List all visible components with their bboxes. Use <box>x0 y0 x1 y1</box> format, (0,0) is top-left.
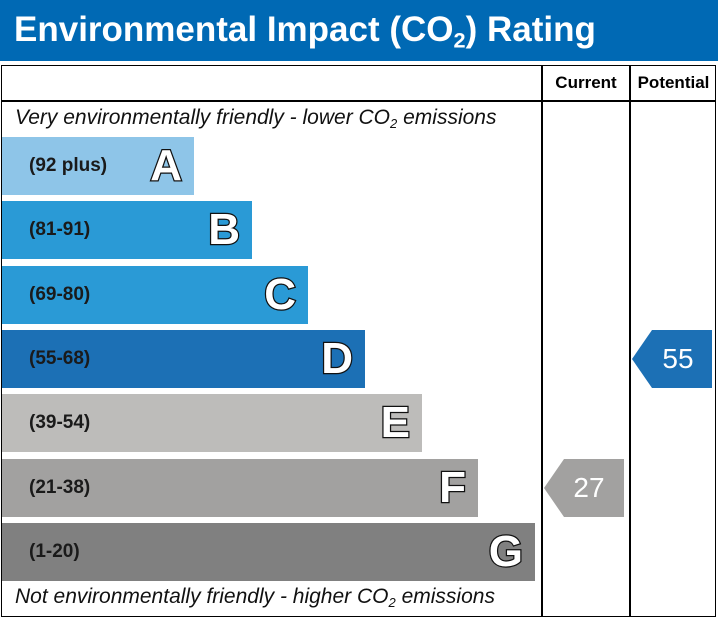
note-top: Very environmentally friendly - lower CO… <box>15 106 496 130</box>
band-g-letter: G <box>488 526 525 578</box>
note-top-subscript: 2 <box>390 115 398 131</box>
rating-table <box>1 65 716 617</box>
current-rating-arrow-shape <box>544 459 624 517</box>
potential-rating-arrow: 55 <box>632 330 712 388</box>
band-b-letter: B <box>207 204 241 256</box>
potential-rating-value: 55 <box>662 343 694 374</box>
band-f: (21-38) F <box>2 459 478 517</box>
band-e-letter: E <box>379 397 411 449</box>
note-bottom-suffix: emissions <box>395 585 495 608</box>
column-divider-potential <box>629 65 631 617</box>
title-subscript: 2 <box>453 27 466 53</box>
band-c-range: (69-80) <box>29 284 91 305</box>
potential-rating-arrow-shape <box>632 330 712 388</box>
column-header-potential: Potential <box>637 73 710 92</box>
band-a-letter: A <box>149 140 183 192</box>
band-g: (1-20) G <box>2 523 535 581</box>
note-top-prefix: Very environmentally friendly - lower CO <box>15 106 391 129</box>
page-title: Environmental Impact (CO2) Rating <box>14 8 596 52</box>
band-e: (39-54) E <box>2 394 422 452</box>
band-b: (81-91) B <box>2 201 252 259</box>
title-bar: Environmental Impact (CO2) Rating <box>0 0 718 61</box>
band-c: (69-80) C <box>2 266 308 324</box>
band-d-range: (55-68) <box>29 348 91 369</box>
note-bottom: Not environmentally friendly - higher CO… <box>15 585 495 609</box>
header-row-divider <box>1 100 716 102</box>
note-bottom-subscript: 2 <box>388 594 396 610</box>
column-header-current: Current <box>555 73 617 92</box>
column-divider-current <box>541 65 543 617</box>
note-bottom-prefix: Not environmentally friendly - higher CO <box>15 585 389 608</box>
band-c-letter: C <box>263 269 297 321</box>
band-g-range: (1-20) <box>29 541 80 562</box>
band-d-letter: D <box>320 333 354 385</box>
current-rating-arrow: 27 <box>544 459 624 517</box>
title-suffix: ) Rating <box>465 10 596 49</box>
band-f-letter: F <box>438 462 467 514</box>
note-top-suffix: emissions <box>397 106 497 129</box>
band-a-range: (92 plus) <box>29 155 108 176</box>
title-prefix: Environmental Impact (CO <box>14 10 454 49</box>
band-b-range: (81-91) <box>29 219 91 240</box>
current-rating-value: 27 <box>573 472 605 503</box>
band-d: (55-68) D <box>2 330 365 388</box>
band-a: (92 plus) A <box>2 137 194 195</box>
band-e-range: (39-54) <box>29 412 91 433</box>
band-f-range: (21-38) <box>29 477 91 498</box>
